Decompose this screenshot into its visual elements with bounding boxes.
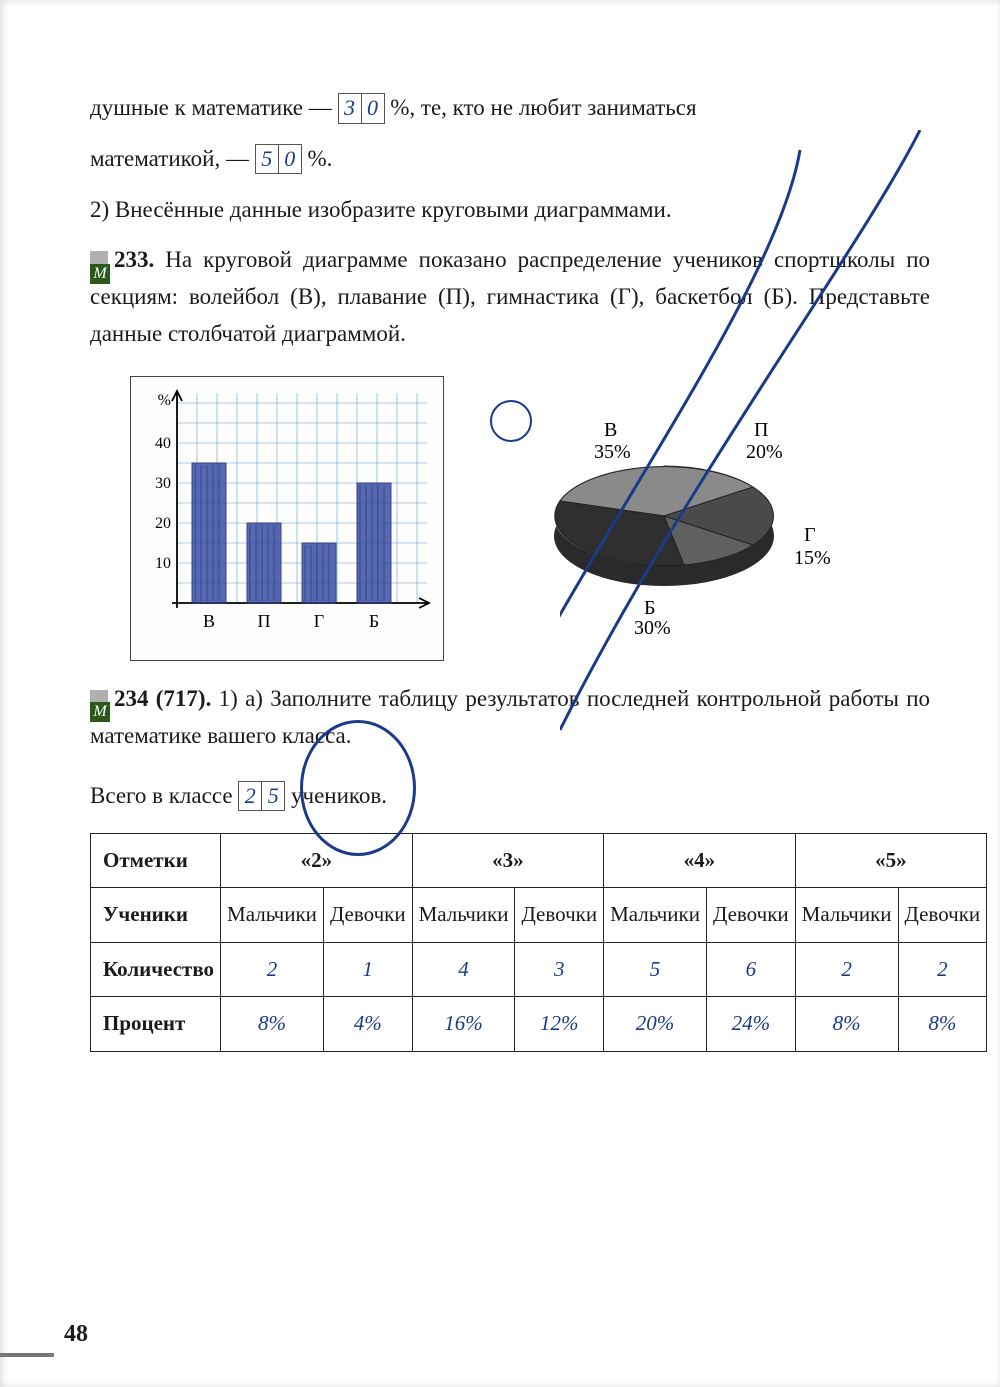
cell[interactable]: 12%: [515, 997, 604, 1052]
fill-digit[interactable]: 2: [238, 781, 262, 812]
text: душные к математике —: [90, 95, 338, 120]
cell[interactable]: 4%: [323, 997, 412, 1052]
m-marker-icon: М: [90, 702, 110, 722]
xlabel: П: [258, 611, 271, 631]
fill-digit[interactable]: 0: [278, 144, 302, 175]
task-number: 234 (717).: [114, 686, 211, 711]
mark-header: «5»: [795, 833, 987, 888]
subhead: Девочки: [515, 888, 604, 943]
cell[interactable]: 24%: [707, 997, 796, 1052]
page-number-bar: [0, 1353, 54, 1357]
pie-label: 35%: [594, 441, 631, 463]
intro-line-1: душные к математике — 30 %, те, кто не л…: [90, 90, 930, 127]
pie-label: 20%: [746, 441, 783, 463]
subhead: Девочки: [898, 888, 987, 943]
m-marker-icon: М: [90, 264, 110, 284]
bar-b: [357, 483, 391, 603]
cell[interactable]: 8%: [221, 997, 324, 1052]
charts-row: 10 20 30 40 %: [130, 376, 930, 662]
cell[interactable]: 4: [412, 942, 515, 997]
text: учеников.: [291, 783, 387, 808]
xlabel: Г: [314, 611, 324, 631]
cell[interactable]: 20%: [604, 997, 707, 1052]
row-label: Процент: [91, 997, 221, 1052]
task-number: 233.: [114, 247, 154, 272]
total-line: Всего в классе 25 учеников.: [90, 778, 930, 815]
ylabel: %: [158, 392, 171, 409]
mark-header: «2»: [221, 833, 413, 888]
cell[interactable]: 8%: [795, 997, 898, 1052]
pie-label: 15%: [794, 547, 831, 569]
table-row: Количество 2 1 4 3 5 6 2 2: [91, 942, 987, 997]
pie-label: Г: [804, 524, 816, 546]
cell[interactable]: 1: [323, 942, 412, 997]
page-number: 48: [64, 1315, 88, 1353]
text: %.: [307, 146, 332, 171]
cell[interactable]: 8%: [898, 997, 987, 1052]
fill-digit[interactable]: 3: [338, 93, 362, 124]
task-text: На круговой диаграмме показано распредел…: [90, 247, 930, 346]
text: %, те, кто не любит заниматься: [390, 95, 696, 120]
cell[interactable]: 2: [221, 942, 324, 997]
cell[interactable]: 2: [898, 942, 987, 997]
table-row: Процент 8% 4% 16% 12% 20% 24% 8% 8%: [91, 997, 987, 1052]
intro-line-3: 2) Внесённые данные изобразите круговыми…: [90, 192, 930, 229]
intro-line-2: математикой, — 50 %.: [90, 141, 930, 178]
subhead: Мальчики: [221, 888, 324, 943]
fill-digit[interactable]: 0: [361, 93, 385, 124]
text: Всего в классе: [90, 783, 238, 808]
subhead: Мальчики: [604, 888, 707, 943]
pie-chart: В 35% П 20% Г 15% Б 30%: [494, 376, 854, 636]
cell[interactable]: 16%: [412, 997, 515, 1052]
subhead: Девочки: [323, 888, 412, 943]
fill-digit[interactable]: 5: [261, 781, 285, 812]
bar-v: [192, 463, 226, 603]
ytick: 10: [155, 555, 171, 572]
cell[interactable]: 2: [795, 942, 898, 997]
bar-chart: 10 20 30 40 %: [130, 376, 444, 662]
subhead: Мальчики: [795, 888, 898, 943]
pie-label: 30%: [634, 617, 671, 636]
fill-digit[interactable]: 5: [255, 144, 279, 175]
pie-label: В: [604, 419, 617, 441]
task-233: 233. На круговой диаграмме показано расп…: [90, 242, 930, 352]
cell[interactable]: 6: [707, 942, 796, 997]
cell[interactable]: 5: [604, 942, 707, 997]
subhead: Мальчики: [412, 888, 515, 943]
ytick: 30: [155, 475, 171, 492]
ytick: 40: [155, 435, 171, 452]
results-table: Отметки «2» «3» «4» «5» Ученики Мальчики…: [90, 833, 987, 1052]
workbook-page: душные к математике — 30 %, те, кто не л…: [0, 0, 1000, 1387]
row-label: Отметки: [91, 833, 221, 888]
mark-header: «3»: [412, 833, 604, 888]
ytick: 20: [155, 515, 171, 532]
table-row: Ученики Мальчики Девочки Мальчики Девочк…: [91, 888, 987, 943]
bar-p: [247, 523, 281, 603]
xlabel: Б: [369, 611, 379, 631]
table-row: Отметки «2» «3» «4» «5»: [91, 833, 987, 888]
text: математикой, —: [90, 146, 255, 171]
task-text: 1) а) Заполните таблицу результатов посл…: [90, 686, 930, 748]
row-label: Ученики: [91, 888, 221, 943]
subhead: Девочки: [707, 888, 796, 943]
row-label: Количество: [91, 942, 221, 997]
pie-label: П: [754, 419, 768, 441]
mark-header: «4»: [604, 833, 796, 888]
pie-label: Б: [644, 597, 655, 619]
bar-g: [302, 543, 336, 603]
xlabel: В: [203, 611, 215, 631]
cell[interactable]: 3: [515, 942, 604, 997]
